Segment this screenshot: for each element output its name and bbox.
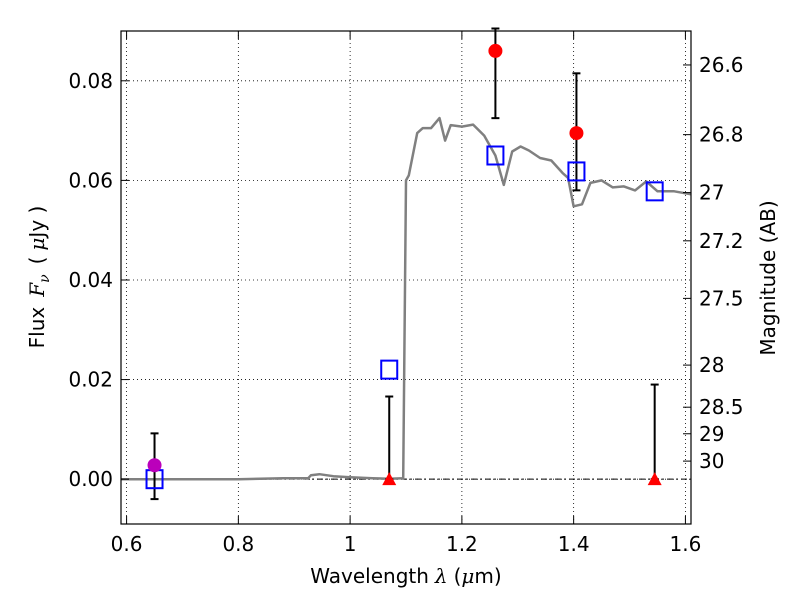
- y-axis-label-unit-mu: μ: [25, 238, 49, 251]
- x-axis-label-unit-open: (: [454, 564, 462, 588]
- x-tick-label: 1.2: [446, 532, 478, 556]
- x-axis-label: Wavelength λ (μm): [310, 564, 501, 588]
- x-tick-label: 0.8: [222, 532, 254, 556]
- model-band-square: [567, 161, 586, 182]
- magnitude-tick-label: 28.5: [699, 395, 744, 419]
- y-axis-label: Flux Fν ( μJy ): [25, 206, 53, 349]
- x-tick-label: 1: [344, 532, 357, 556]
- magnitude-tick-label: 27: [699, 181, 724, 205]
- x-axis-label-symbol: λ: [434, 564, 448, 588]
- y-tick-label: 0.02: [68, 368, 113, 392]
- y-axis-label-unit-open: (: [25, 257, 49, 265]
- optical-point: [147, 458, 162, 473]
- magnitude-tick-label: 29: [699, 422, 724, 446]
- x-tick-label: 0.6: [111, 532, 143, 556]
- detection-point: [488, 43, 503, 58]
- y-axis-label-symbol: F: [25, 282, 49, 298]
- y-axis-ticks: 0.00 0.02 0.04 0.06 0.08: [68, 69, 129, 491]
- plot-frame: [120, 30, 692, 525]
- x-axis-label-unit-mu: μ: [461, 564, 474, 588]
- x-tick-label: 1.6: [670, 532, 702, 556]
- model-band-square: [380, 359, 399, 380]
- magnitude-tick-label: 27.2: [699, 229, 744, 253]
- y-tick-label: 0.00: [68, 467, 113, 491]
- magnitude-tick-label: 27.5: [699, 286, 744, 310]
- model-band-square: [486, 145, 505, 166]
- y-axis-label-unit-rest: Jy ): [25, 206, 49, 240]
- x-axis-label-unit-rest: m): [474, 564, 501, 588]
- x-axis-ticks: 0.6 0.8 1 1.2 1.4 1.6: [111, 31, 702, 556]
- magnitude-tick-label: 30: [699, 449, 724, 473]
- magnitude-tick-label: 26.6: [699, 53, 744, 77]
- magnitude-tick-label: 28: [699, 353, 724, 377]
- model-sed-curve: [121, 116, 692, 481]
- y-tick-label: 0.04: [68, 268, 113, 292]
- magnitude-axis-ticks: 26.6 26.8 27 27.2 27.5 28 28.5 29 30: [683, 53, 744, 473]
- y-tick-label: 0.06: [68, 168, 113, 192]
- model-band-square: [645, 181, 664, 202]
- magnitude-tick-label: 26.8: [699, 123, 744, 147]
- detection-point: [569, 126, 584, 141]
- magnitude-axis-label: Magnitude (AB): [756, 200, 780, 355]
- upper-limit-triangle: [382, 472, 397, 486]
- data-markers: [145, 43, 664, 490]
- model-sed-line: [121, 116, 692, 481]
- upper-limit-triangle: [647, 472, 662, 486]
- y-axis-label-text: Flux: [25, 307, 49, 349]
- y-axis-label-subscript: ν: [37, 274, 53, 283]
- x-axis-label-text: Wavelength: [310, 564, 429, 588]
- y-tick-label: 0.08: [68, 69, 113, 93]
- x-tick-label: 1.4: [558, 532, 590, 556]
